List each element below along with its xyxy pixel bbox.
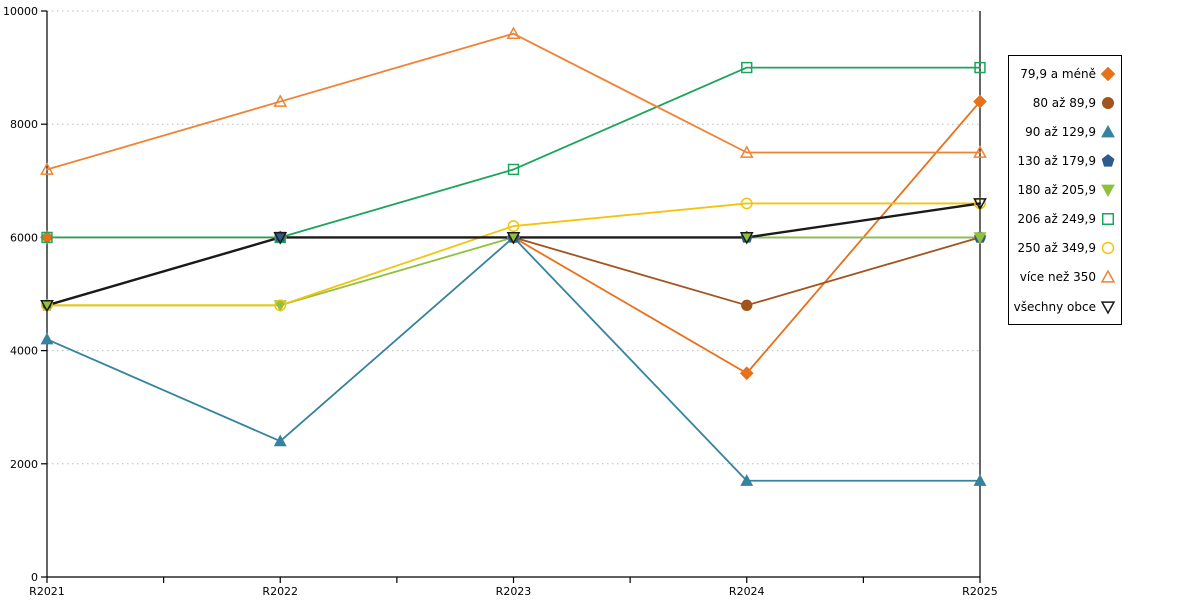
triangle-up-marker-s7 (739, 145, 754, 158)
legend-label: všechny obce (1013, 299, 1096, 314)
legend-square-icon (1101, 213, 1115, 226)
triangle-down-marker-s4 (973, 232, 987, 245)
legend-item-6: 250 až 349,9 (1009, 235, 1121, 262)
legend-label: 90 až 129,9 (1025, 124, 1096, 139)
circle-marker-s1 (741, 299, 753, 311)
legend-label: 180 až 205,9 (1017, 183, 1096, 197)
legend-item-5: 206 až 249,9 (1009, 206, 1121, 233)
series-line-5 (46, 66, 981, 239)
series-line-1 (46, 236, 981, 307)
triangle-up-marker-s7 (40, 162, 54, 175)
legend-label: 250 až 349,9 (1017, 241, 1096, 256)
circle-marker-legend (1101, 96, 1115, 109)
legend-circle-icon (1101, 96, 1115, 109)
legend-label: 80 až 89,9 (1032, 95, 1096, 110)
legend-item-8: všechny obce (1009, 293, 1121, 320)
triangle-down-marker-legend (1101, 184, 1115, 198)
legend-triangle-up-icon (1101, 124, 1115, 138)
x-tick-label: R2021 (29, 585, 65, 598)
legend-item-1: 80 až 89,9 (1009, 89, 1121, 116)
legend-diamond-icon (1100, 66, 1116, 81)
triangle-up-marker-s7 (506, 26, 521, 39)
x-tick-label: R2023 (496, 585, 532, 598)
series-line-3 (46, 236, 981, 307)
x-tick-label: R2024 (729, 585, 765, 598)
pentagon-marker-legend (1101, 153, 1115, 167)
diamond-marker-s0 (739, 366, 754, 381)
legend-circle-icon (1101, 241, 1115, 255)
triangle-up-marker-s7 (273, 94, 288, 107)
legend-triangle-down-icon (1101, 184, 1115, 198)
square-marker-legend (1101, 213, 1115, 226)
circle-marker-s6 (507, 220, 520, 232)
legend-pentagon-icon (1101, 153, 1115, 167)
legend-triangle-down-icon (1100, 300, 1116, 315)
triangle-down-marker-s8 (40, 299, 54, 313)
x-tick-label: R2025 (962, 585, 998, 598)
y-tick-label: 4000 (10, 345, 38, 358)
diamond-marker-s0 (973, 94, 987, 109)
y-tick-label: 8000 (10, 118, 38, 131)
circle-marker-s6 (740, 197, 753, 210)
triangle-up-marker-s7 (973, 145, 987, 158)
legend-item-4: 180 až 205,9 (1009, 177, 1121, 204)
triangle-down-marker-s8 (973, 198, 987, 211)
circle-marker-s6 (274, 299, 287, 312)
triangle-up-marker-s2 (40, 332, 54, 345)
y-tick-label: 6000 (10, 231, 38, 244)
chart-legend: 79,9 a méně 80 až 89,9 90 až 129,9 130 až 1… (1008, 55, 1122, 325)
legend-label: více než 350 (1019, 270, 1096, 285)
circle-marker-legend (1101, 241, 1115, 255)
legend-label: 130 až 179,9 (1017, 153, 1096, 168)
y-tick-label: 2000 (10, 458, 38, 471)
series-line-4 (46, 236, 981, 307)
legend-item-3: 130 až 179,9 (1009, 147, 1121, 174)
triangle-down-marker-s8 (273, 232, 288, 245)
series-line-7 (46, 32, 981, 171)
triangle-up-marker-s2 (740, 474, 754, 486)
square-marker-s5 (41, 231, 53, 244)
legend-item-7: více než 350 (1009, 264, 1121, 291)
y-tick-label: 0 (31, 571, 38, 584)
triangle-down-marker-s8 (739, 232, 754, 245)
triangle-up-marker-legend (1100, 269, 1116, 284)
legend-item-0: 79,9 a méně (1009, 60, 1121, 87)
diamond-marker-legend (1100, 66, 1116, 81)
square-marker-s5 (741, 61, 753, 74)
square-marker-s5 (507, 163, 520, 176)
diamond-marker-s0 (40, 230, 54, 245)
legend-label: 79,9 a méně (1020, 66, 1096, 81)
legend-item-2: 90 až 129,9 (1009, 118, 1121, 145)
legend-label: 206 až 249,9 (1017, 212, 1096, 227)
square-marker-s5 (974, 61, 986, 74)
triangle-down-marker-legend (1100, 300, 1116, 315)
triangle-down-marker-s8 (506, 232, 521, 245)
legend-triangle-up-icon (1100, 269, 1116, 284)
triangle-up-marker-s2 (973, 474, 987, 486)
series-line-8 (45, 202, 982, 307)
x-tick-label: R2022 (262, 585, 298, 598)
series-line-2 (46, 236, 981, 482)
series-line-6 (46, 202, 981, 307)
triangle-up-marker-s2 (273, 434, 287, 447)
triangle-up-marker-legend (1101, 124, 1115, 138)
y-tick-label: 10000 (3, 5, 38, 18)
